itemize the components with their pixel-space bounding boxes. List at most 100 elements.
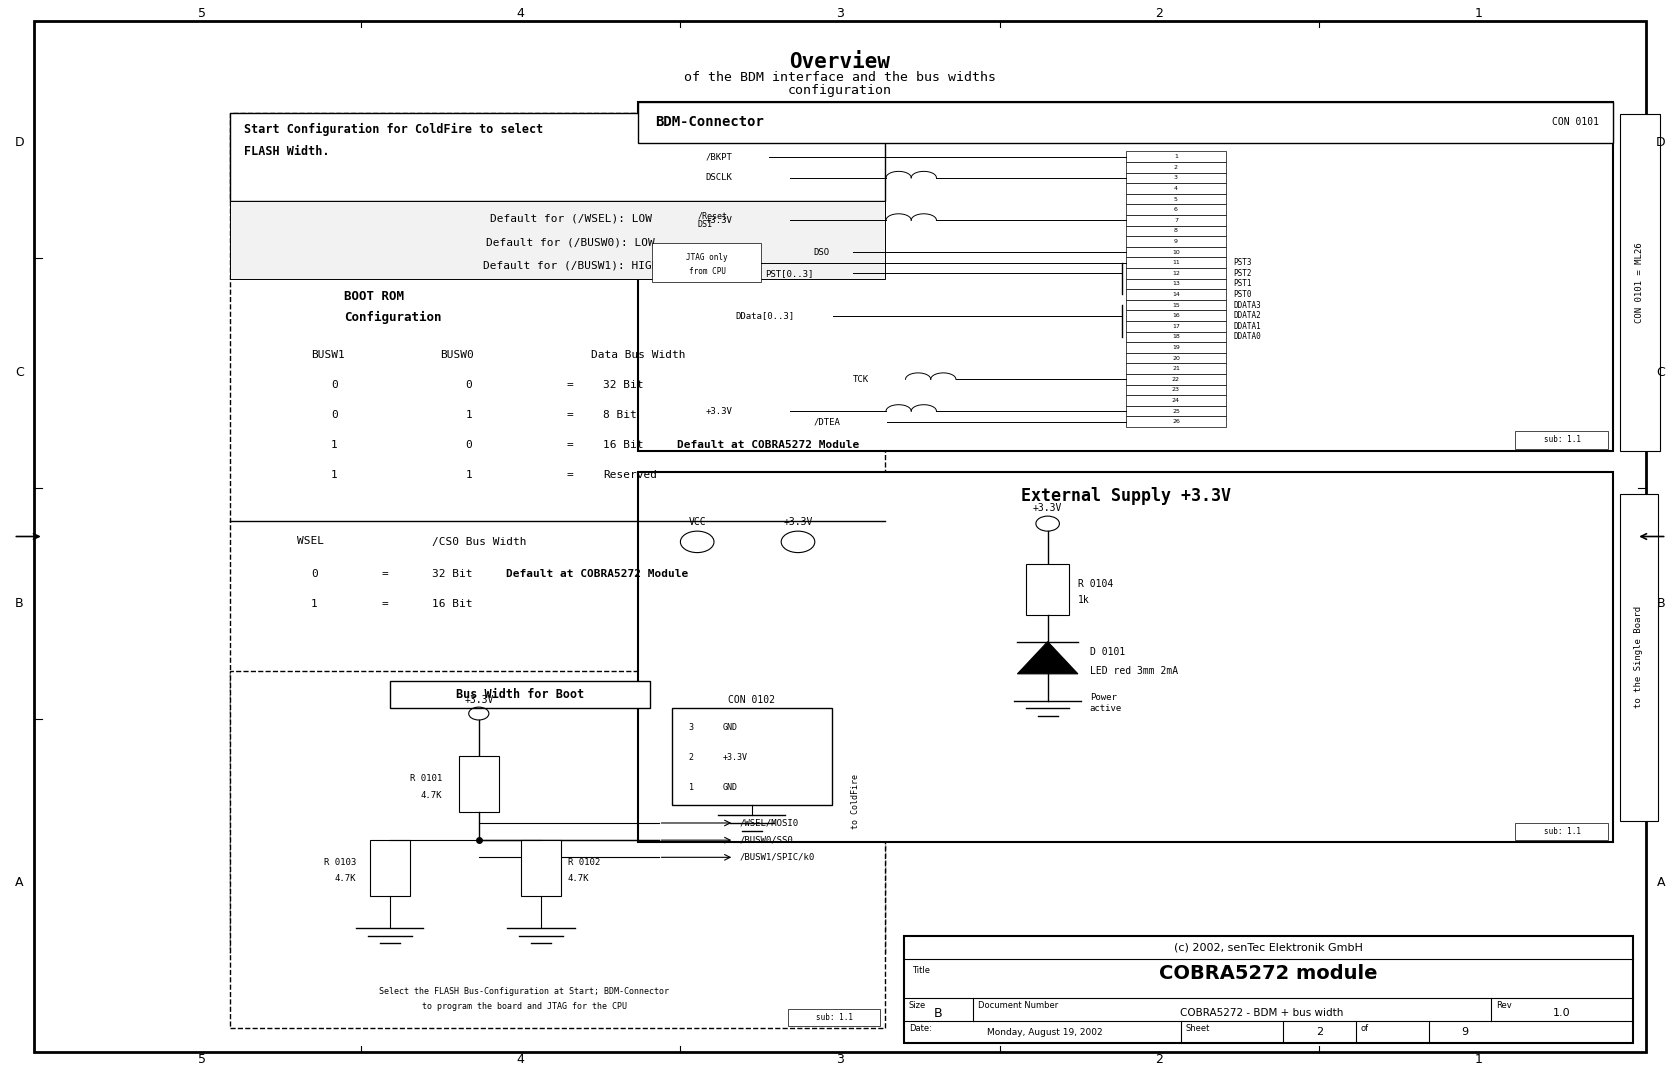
Text: CON 0101: CON 0101 (1552, 117, 1599, 128)
Text: from CPU: from CPU (689, 267, 726, 276)
Text: PST3: PST3 (1233, 259, 1252, 267)
Text: configuration: configuration (788, 84, 892, 97)
Bar (638, 102, 1613, 451)
Bar (1126, 384, 1226, 395)
Text: 14: 14 (1173, 292, 1179, 297)
Text: (c) 2002, senTec Elektronik GmbH: (c) 2002, senTec Elektronik GmbH (1174, 942, 1362, 953)
Polygon shape (1018, 642, 1079, 674)
Text: 2: 2 (1174, 164, 1178, 170)
Text: /DTEA: /DTEA (813, 417, 840, 426)
Text: 24: 24 (1173, 398, 1179, 403)
Text: R 0104: R 0104 (1079, 579, 1114, 589)
Bar (652, 244, 761, 282)
Text: +3.3V: +3.3V (706, 407, 732, 415)
Text: 7: 7 (1174, 218, 1178, 223)
Text: Default for (/BUSW0): LOW: Default for (/BUSW0): LOW (487, 237, 655, 247)
Text: 4.7K: 4.7K (420, 791, 442, 799)
Text: PST0: PST0 (1233, 290, 1252, 299)
Text: 4: 4 (517, 1053, 524, 1067)
Text: =: = (566, 410, 573, 420)
Text: 8: 8 (1174, 229, 1178, 233)
Text: PST1: PST1 (1233, 279, 1252, 289)
Bar (1126, 353, 1226, 364)
Text: D: D (1656, 135, 1665, 149)
Text: COBRA5272 module: COBRA5272 module (1159, 964, 1378, 983)
Text: JTAG only: JTAG only (687, 253, 727, 262)
Text: to ColdFire: to ColdFire (850, 775, 860, 829)
Text: GND: GND (722, 723, 738, 732)
Text: +3.3V: +3.3V (1033, 503, 1062, 513)
Bar (370, 840, 410, 896)
Bar (1126, 374, 1226, 384)
Text: 4: 4 (517, 6, 524, 20)
Text: Default at COBRA5272 Module: Default at COBRA5272 Module (506, 569, 689, 578)
Text: BOOT ROM: BOOT ROM (344, 290, 405, 303)
Bar (230, 201, 885, 279)
Text: B: B (1656, 597, 1665, 611)
Bar (459, 756, 499, 812)
Text: BUSW1: BUSW1 (311, 350, 344, 359)
Text: TCK: TCK (853, 374, 869, 384)
Bar (1126, 364, 1226, 374)
Text: PST2: PST2 (1233, 268, 1252, 278)
Text: 1: 1 (311, 599, 318, 608)
Text: R 0102: R 0102 (568, 858, 600, 867)
Text: =: = (566, 470, 573, 480)
Bar (1126, 194, 1226, 204)
Bar (1126, 342, 1226, 353)
Text: Bus Width for Boot: Bus Width for Boot (455, 688, 585, 702)
Text: Document Number: Document Number (978, 1001, 1058, 1010)
Text: +3.3V: +3.3V (464, 695, 494, 705)
Bar (521, 840, 561, 896)
Text: 1: 1 (331, 470, 338, 480)
Bar (230, 113, 885, 953)
Text: D 0101: D 0101 (1090, 647, 1126, 658)
Bar (1126, 183, 1226, 194)
Text: 2: 2 (1156, 6, 1163, 20)
Text: 13: 13 (1173, 281, 1179, 286)
Text: 1.0: 1.0 (1552, 1009, 1571, 1018)
Bar (1126, 247, 1226, 258)
Text: 1: 1 (1475, 6, 1482, 20)
Text: LED red 3mm 2mA: LED red 3mm 2mA (1090, 665, 1178, 676)
Text: 1: 1 (1174, 155, 1178, 159)
Text: sub: 1.1: sub: 1.1 (1544, 827, 1581, 836)
Text: 11: 11 (1173, 260, 1179, 265)
Text: 15: 15 (1173, 303, 1179, 308)
Text: 32 Bit: 32 Bit (432, 569, 479, 578)
Text: 8 Bit: 8 Bit (603, 410, 637, 420)
Bar (1515, 823, 1608, 840)
Bar (1126, 406, 1226, 416)
Text: 1: 1 (1475, 1053, 1482, 1067)
Text: Overview: Overview (790, 53, 890, 72)
Text: PST[0..3]: PST[0..3] (764, 268, 813, 278)
Text: 2: 2 (689, 753, 694, 762)
Text: 18: 18 (1173, 335, 1179, 339)
Text: Select the FLASH Bus-Configuration at Start; BDM-Connector: Select the FLASH Bus-Configuration at St… (380, 987, 669, 996)
Text: DDATA0: DDATA0 (1233, 333, 1262, 341)
Text: =: = (381, 569, 388, 578)
Text: 10: 10 (1173, 250, 1179, 254)
Text: DData[0..3]: DData[0..3] (736, 311, 795, 320)
Text: 26: 26 (1173, 420, 1179, 424)
Text: 16 Bit: 16 Bit (603, 440, 650, 450)
Text: sub: 1.1: sub: 1.1 (816, 1013, 853, 1021)
Text: 0: 0 (465, 440, 472, 450)
Text: R 0103: R 0103 (324, 858, 356, 867)
Text: +3.3V: +3.3V (706, 216, 732, 224)
Text: /BKPT: /BKPT (706, 152, 732, 161)
Text: DS1: DS1 (697, 220, 712, 229)
Text: GND: GND (722, 783, 738, 792)
Bar (1126, 225, 1226, 236)
Text: 2: 2 (1156, 1053, 1163, 1067)
Bar (638, 472, 1613, 842)
Text: /CS0 Bus Width: /CS0 Bus Width (432, 536, 526, 546)
Text: CON 0101 = ML26: CON 0101 = ML26 (1635, 242, 1645, 323)
Bar (1620, 494, 1658, 821)
Text: to the Single Board: to the Single Board (1635, 606, 1643, 708)
Text: B: B (15, 597, 24, 611)
Text: 3: 3 (837, 1053, 843, 1067)
Text: 2: 2 (1315, 1027, 1324, 1038)
Text: 16 Bit: 16 Bit (432, 599, 472, 608)
Text: DDATA1: DDATA1 (1233, 322, 1262, 330)
